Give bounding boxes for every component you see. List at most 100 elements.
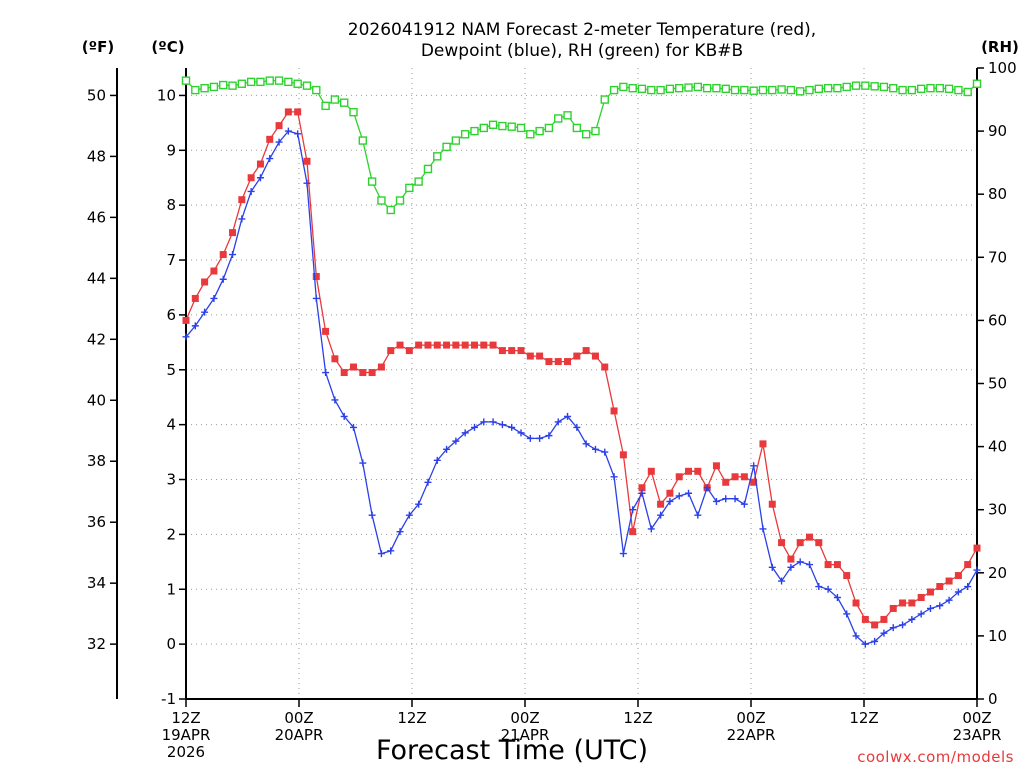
temperature-point xyxy=(601,363,609,371)
rh-point xyxy=(609,85,619,95)
rh-unit-label: (RH) xyxy=(981,38,1019,56)
dewpoint-point xyxy=(917,610,925,618)
rh-point xyxy=(488,120,498,129)
celsius-unit-label: (ºC) xyxy=(151,38,184,56)
rh-point xyxy=(274,76,284,85)
dewpoint-point xyxy=(294,130,302,138)
dewpoint-point xyxy=(740,500,748,508)
rh-point xyxy=(191,85,200,95)
dewpoint-point xyxy=(498,421,506,429)
dewpoint-point xyxy=(601,448,609,456)
rh-point xyxy=(256,77,265,87)
fahrenheit-tick-label: 40 xyxy=(87,391,106,409)
fahrenheit-tick-label: 32 xyxy=(87,635,106,653)
dewpoint-point xyxy=(712,497,720,505)
temperature-point xyxy=(238,196,246,204)
rh-point xyxy=(814,84,823,94)
rh-point xyxy=(954,85,963,95)
temperature-point xyxy=(368,369,376,377)
rh-point xyxy=(246,77,256,87)
x-tick-label: 23APR xyxy=(953,726,1002,744)
fahrenheit-tick-label: 38 xyxy=(87,452,106,470)
temperature-point xyxy=(508,347,516,355)
dewpoint-point xyxy=(424,478,432,486)
dewpoint-point xyxy=(387,547,395,555)
temperature-point xyxy=(582,347,590,355)
dewpoint-point xyxy=(284,127,292,135)
temperature-point xyxy=(256,160,264,168)
rh-point xyxy=(749,86,758,95)
temperature-point xyxy=(498,347,506,355)
temperature-point xyxy=(824,561,832,569)
rh-point xyxy=(693,82,703,92)
dewpoint-point xyxy=(582,440,590,448)
x-axis-title: Forecast Time (UTC) xyxy=(376,735,648,766)
dewpoint-point xyxy=(871,637,879,645)
temperature-point xyxy=(926,588,934,596)
temperature-point xyxy=(675,473,683,481)
dewpoint-point xyxy=(219,275,227,283)
dewpoint-point xyxy=(889,624,897,632)
temperature-point xyxy=(275,122,283,130)
dewpoint-point xyxy=(750,462,758,470)
dewpoint-point xyxy=(396,528,404,536)
rh-point xyxy=(219,80,228,90)
temperature-point xyxy=(666,489,674,497)
celsius-tick-label: 0 xyxy=(166,635,176,653)
dewpoint-line xyxy=(185,130,978,645)
dewpoint-point xyxy=(470,423,478,431)
x-tick-label: 2026 xyxy=(167,743,205,761)
temperature-point xyxy=(340,369,348,377)
temperature-point xyxy=(945,577,953,585)
temperature-point xyxy=(889,604,897,612)
axes xyxy=(110,67,984,707)
fahrenheit-tick-label: 34 xyxy=(87,574,106,592)
rh-point xyxy=(535,126,544,136)
dewpoint-point xyxy=(359,459,367,467)
temperature-point xyxy=(861,615,869,623)
dewpoint-point xyxy=(489,418,497,426)
dewpoint-point xyxy=(945,596,953,604)
temperature-point xyxy=(880,615,888,623)
temperature-point xyxy=(322,327,330,335)
celsius-tick-label: -1 xyxy=(161,690,176,708)
dewpoint-point xyxy=(964,583,972,591)
rh-point xyxy=(721,84,730,94)
dewpoint-point xyxy=(591,445,599,453)
temperature-point xyxy=(443,341,451,349)
dewpoint-point xyxy=(564,412,572,420)
temperature-point xyxy=(768,500,776,508)
dewpoint-point xyxy=(694,511,702,519)
dewpoint-point xyxy=(899,621,907,629)
temperature-point xyxy=(331,355,339,363)
x-tick-label: 12Z xyxy=(623,709,652,727)
dewpoint-point xyxy=(545,432,553,440)
dewpoint-point xyxy=(824,585,832,593)
temperature-point xyxy=(619,451,627,459)
rh-tick-label: 10 xyxy=(988,627,1007,645)
temperature-point xyxy=(247,174,255,182)
dewpoint-point xyxy=(331,396,339,404)
rh-point xyxy=(786,85,796,95)
fahrenheit-tick-label: 50 xyxy=(87,86,106,104)
dewpoint-point xyxy=(759,525,767,533)
temperature-point xyxy=(377,363,385,371)
dewpoint-point xyxy=(238,215,246,223)
temperature-point xyxy=(350,363,358,371)
dewpoint-point xyxy=(926,604,934,612)
chart-title-line-1: 2026041912 NAM Forecast 2-meter Temperat… xyxy=(348,20,816,40)
temperature-point xyxy=(452,341,460,349)
rh-point xyxy=(228,81,237,90)
temperature-point xyxy=(759,440,767,448)
temperature-point xyxy=(545,358,553,366)
dewpoint-point xyxy=(517,429,525,437)
temperature-point xyxy=(954,572,962,580)
temperature-point xyxy=(387,347,395,355)
dewpoint-point xyxy=(554,418,562,426)
temperature-point xyxy=(312,273,320,281)
dewpoint-point xyxy=(508,423,516,431)
rh-point xyxy=(265,76,274,85)
temperature-point xyxy=(750,478,758,486)
rh-point xyxy=(554,114,563,123)
